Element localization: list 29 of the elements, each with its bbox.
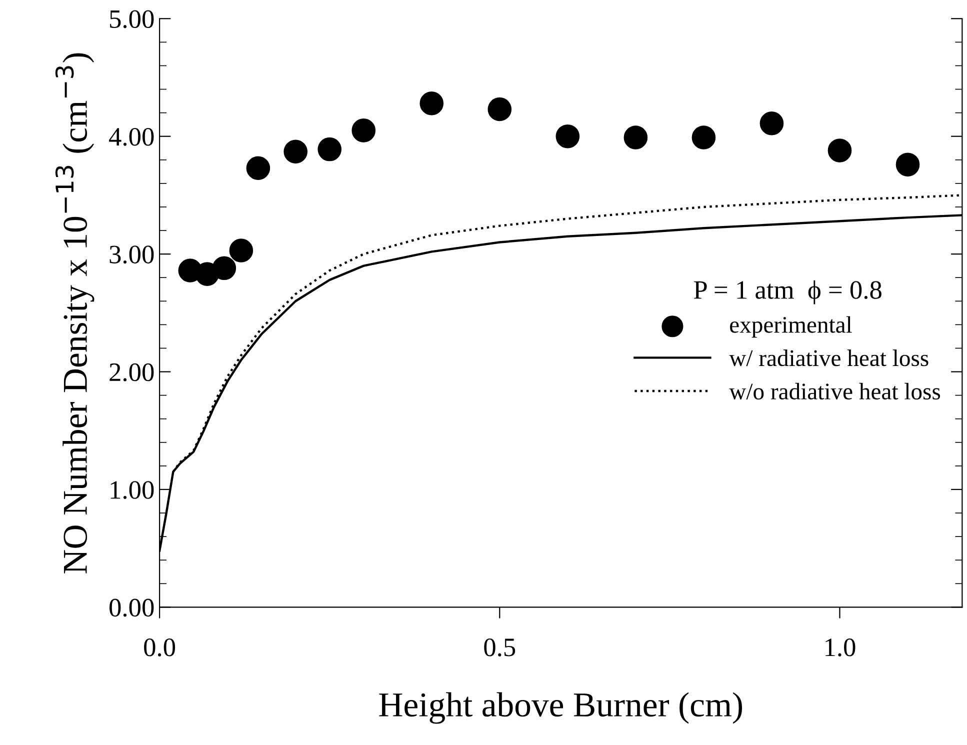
y-tick-label: 2.00 (110, 363, 154, 382)
legend-label: experimental (730, 316, 852, 338)
point (692, 126, 716, 150)
point (828, 138, 852, 162)
x-tick-label: 1.0 (826, 638, 856, 656)
legend-label: w/o radiative heat loss (729, 382, 940, 400)
y-tick-label: 3.00 (110, 246, 154, 264)
point (284, 140, 308, 164)
y-axis-title: NO Number Density x 10$^{−13}$ (cm$^{−3}$) (55, 53, 94, 574)
x-tick-label: 0.0 (144, 638, 176, 656)
legend-label: w/ radiative heat loss (729, 350, 928, 366)
y-tick-label: 1.00 (110, 481, 154, 499)
y-tick-label: 0.00 (110, 598, 154, 617)
point (760, 111, 784, 136)
point (488, 97, 512, 122)
point (896, 152, 920, 176)
point (352, 118, 376, 142)
point (556, 124, 580, 148)
point (624, 126, 648, 150)
point (420, 91, 444, 116)
point (318, 137, 342, 162)
y-tick-label: 4.00 (109, 128, 154, 146)
legend-title: P = 1 atm ϕ = 0.8 (694, 280, 882, 304)
x-axis-title: Height above Burner (cm) (379, 692, 742, 724)
point (212, 256, 236, 280)
x-tick-label: 0.5 (484, 638, 516, 656)
point (229, 238, 254, 262)
point (246, 156, 270, 180)
y-tick-label: 5.00 (110, 10, 154, 28)
